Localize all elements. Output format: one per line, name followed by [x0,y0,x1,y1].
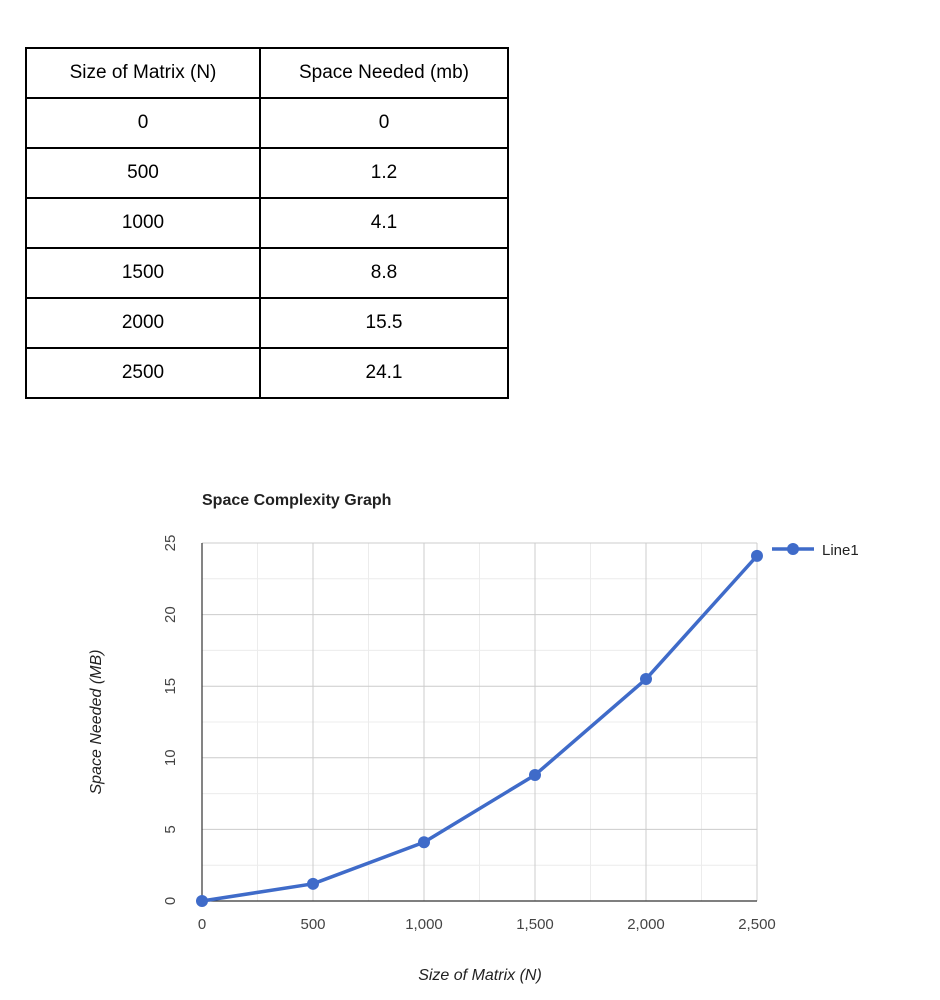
table-cell-matrix-size: 1000 [25,197,261,249]
data-point [196,895,208,907]
series-line [200,554,759,903]
chart-series [196,549,763,907]
x-tick-label: 0 [198,916,206,933]
legend-label: Line1 [822,542,859,559]
x-tick-label: 2,500 [738,916,776,933]
table-cell-matrix-size: 500 [25,147,261,199]
y-tick-label: 20 [162,606,179,623]
y-tick-label: 25 [162,535,179,552]
data-point [529,768,541,781]
table-cell-space-needed: 4.1 [259,197,509,249]
column-header-space-needed: Space Needed (mb) [259,47,509,99]
table-cell-space-needed: 1.2 [259,147,509,199]
x-axis-label: Size of Matrix (N) [418,967,542,984]
y-axis-label: Space Needed (MB) [88,650,105,795]
table-header-row: Size of Matrix (N) Space Needed (mb) [25,47,509,99]
legend-point-swatch [787,543,799,555]
data-table: Size of Matrix (N) Space Needed (mb) 0 0… [25,47,509,399]
table-row: 2500 24.1 [25,347,509,399]
x-tick-label: 1,500 [516,916,554,933]
chart-legend: Line1 [772,542,859,559]
table-row: 1000 4.1 [25,197,509,249]
table-cell-space-needed: 8.8 [259,247,509,299]
table-row: 2000 15.5 [25,297,509,349]
y-tick-label: 5 [162,825,179,833]
data-point [751,549,763,562]
table-cell-space-needed: 0 [259,97,509,149]
table-cell-space-needed: 15.5 [259,297,509,349]
y-tick-label: 10 [162,749,179,766]
y-tick-label: 15 [162,678,179,695]
column-header-matrix-size: Size of Matrix (N) [25,47,261,99]
table-cell-matrix-size: 1500 [25,247,261,299]
space-complexity-chart: Space Complexity Graph 0 500 1,000 1,500 2,0… [88,492,859,984]
data-point [307,877,319,890]
table-row: 1500 8.8 [25,247,509,299]
table-cell-space-needed: 24.1 [259,347,509,399]
y-tick-label: 0 [162,897,179,905]
data-point [640,673,652,686]
x-tick-label: 2,000 [627,916,665,933]
table-row: 500 1.2 [25,147,509,199]
data-point [418,836,430,849]
chart-gridlines [202,542,758,901]
x-tick-label: 1,000 [405,916,443,933]
chart-axes [201,543,757,902]
chart-title: Space Complexity Graph [202,492,391,509]
chart-tick-labels: 0 500 1,000 1,500 2,000 2,500 0 5 10 15 20 25 [162,535,776,933]
x-tick-label: 500 [300,916,325,933]
table-row: 0 0 [25,97,509,149]
table-cell-matrix-size: 2500 [25,347,261,399]
table-cell-matrix-size: 2000 [25,297,261,349]
table-cell-matrix-size: 0 [25,97,261,149]
